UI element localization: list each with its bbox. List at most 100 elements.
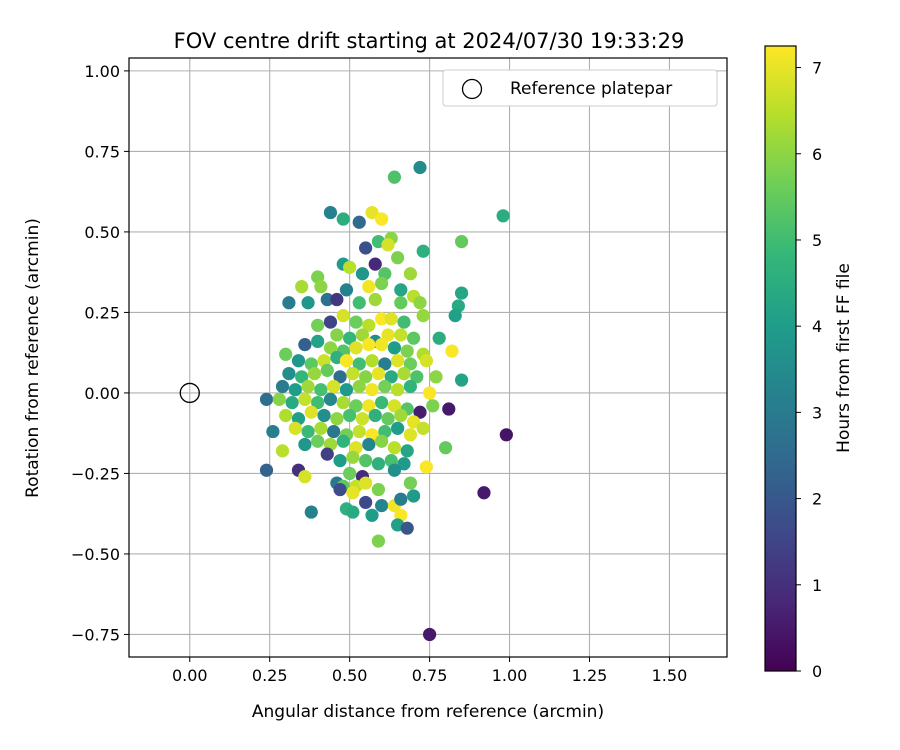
data-point [499, 428, 513, 442]
data-point [384, 370, 398, 384]
data-point [381, 328, 395, 342]
data-point [320, 447, 334, 461]
data-point [301, 296, 315, 310]
data-point [317, 408, 331, 423]
data-point [304, 505, 318, 519]
data-point [394, 408, 408, 423]
data-point [298, 470, 312, 484]
data-point [454, 373, 469, 387]
data-point [375, 212, 389, 226]
data-point [336, 309, 350, 323]
data-point [320, 363, 334, 377]
data-point [279, 347, 293, 361]
data-point [343, 466, 357, 481]
data-point [371, 457, 386, 471]
x-tick-label: 0.75 [412, 666, 448, 685]
x-tick-label: 1.50 [652, 666, 688, 685]
colorbar-frame [764, 45, 797, 672]
data-point [477, 486, 491, 500]
data-point [365, 383, 379, 397]
colorbar-gradient [765, 46, 796, 671]
data-point [381, 412, 395, 426]
data-points [259, 160, 513, 642]
data-point [419, 460, 434, 474]
y-tick-label: −0.50 [71, 545, 120, 564]
data-point [403, 379, 418, 394]
data-point [355, 412, 370, 426]
data-point [362, 338, 376, 352]
data-point [387, 399, 402, 413]
data-point [259, 463, 274, 477]
data-point [378, 379, 392, 394]
data-point [298, 392, 312, 406]
colorbar-tick-label: 0 [812, 662, 822, 681]
data-point [368, 408, 382, 423]
data-point [349, 315, 363, 329]
data-point [352, 296, 366, 310]
colorbar-tick-label: 2 [812, 490, 822, 509]
data-point [311, 395, 325, 410]
data-point [391, 354, 405, 368]
data-point [311, 334, 325, 348]
data-point [416, 309, 430, 323]
data-point [339, 383, 354, 397]
data-point [320, 292, 334, 307]
y-tick-label: −0.25 [71, 464, 120, 483]
x-tick-label: 0.00 [172, 666, 208, 685]
data-point [282, 367, 296, 381]
data-point [375, 434, 389, 448]
data-point [419, 354, 434, 368]
data-point [403, 357, 418, 371]
data-point [349, 399, 363, 413]
data-point [314, 421, 328, 435]
data-point [496, 209, 510, 223]
data-point [362, 280, 376, 294]
data-point [333, 370, 347, 384]
colorbar-tick-label: 4 [812, 317, 822, 336]
data-point [407, 331, 421, 345]
data-point [438, 441, 453, 455]
data-point [375, 338, 389, 352]
data-point [400, 444, 414, 458]
data-point [339, 354, 354, 368]
colorbar-tick-label: 6 [812, 145, 822, 164]
data-point [371, 534, 386, 548]
data-point [349, 341, 363, 355]
data-point [336, 212, 350, 226]
data-point [288, 383, 302, 397]
data-point [301, 379, 315, 394]
data-point [365, 508, 379, 522]
data-point [445, 344, 459, 358]
y-tick-label: −0.75 [71, 625, 120, 644]
data-point [307, 367, 322, 381]
colorbar-tick-label: 5 [812, 231, 822, 250]
data-point [365, 205, 379, 220]
chart-title: FOV centre drift starting at 2024/07/30 … [174, 29, 685, 53]
data-point [346, 450, 360, 464]
data-point [413, 405, 427, 419]
data-point [454, 286, 469, 300]
x-tick-label: 0.25 [252, 666, 288, 685]
legend: Reference platepar [442, 69, 718, 107]
data-point [410, 370, 424, 384]
data-point [333, 453, 347, 468]
data-point [371, 482, 386, 497]
data-point [323, 341, 338, 355]
data-point [365, 354, 379, 368]
y-tick-label: 0.00 [84, 384, 120, 403]
data-point [275, 444, 290, 458]
data-point [291, 354, 306, 368]
data-point [432, 331, 446, 345]
data-point [359, 241, 373, 255]
x-axis-label: Angular distance from reference (arcmin) [252, 702, 604, 722]
data-point [314, 383, 328, 397]
data-point [343, 408, 357, 423]
data-point [343, 260, 357, 274]
data-point [355, 267, 370, 281]
data-point [368, 257, 382, 271]
plot-frame [128, 57, 728, 658]
data-point [407, 489, 421, 503]
data-point [454, 234, 469, 249]
y-tick-label: 0.25 [84, 303, 120, 322]
data-point [416, 421, 430, 435]
